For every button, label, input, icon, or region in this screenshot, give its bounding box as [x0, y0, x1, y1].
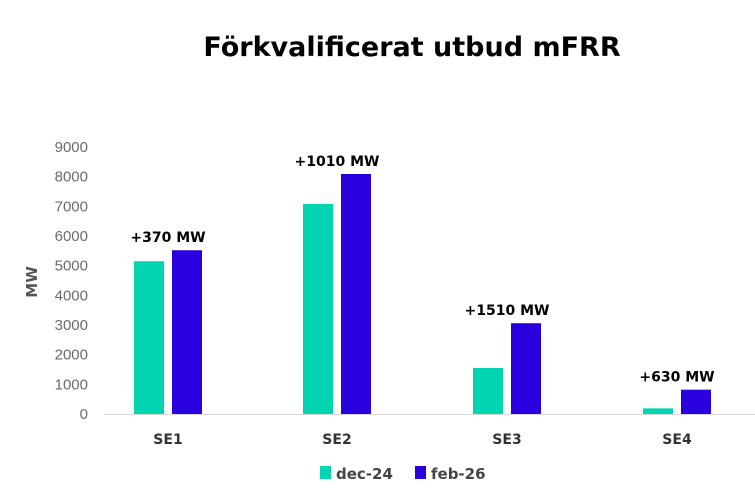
- legend-swatch-feb-26: [415, 466, 426, 479]
- y-tick-label: 9000: [55, 139, 88, 156]
- y-tick-label: 0: [80, 406, 88, 423]
- y-tick-label: 3000: [55, 317, 88, 334]
- y-tick-label: 8000: [55, 169, 88, 186]
- x-tick-label: SE4: [662, 432, 692, 448]
- y-axis-label: MW: [23, 266, 41, 298]
- bar-feb-26-SE1: [172, 250, 202, 414]
- bar-feb-26-SE3: [511, 323, 541, 414]
- legend-label: feb-26: [431, 465, 486, 483]
- bar-dec-24-SE1: [134, 261, 164, 414]
- bar-dec-24-SE2: [303, 203, 333, 414]
- x-tick-label: SE2: [322, 432, 351, 448]
- y-tick-label: 4000: [55, 287, 88, 304]
- data-label-difference: +370 MW: [130, 230, 205, 246]
- chart-title: Förkvalificerat utbud mFRR: [203, 32, 620, 63]
- legend-swatch-dec-24: [320, 466, 331, 479]
- y-tick-label: 7000: [55, 198, 88, 215]
- data-label-difference: +1510 MW: [465, 303, 550, 319]
- x-tick-label: SE3: [492, 432, 521, 448]
- data-label-difference: +630 MW: [639, 370, 714, 386]
- y-tick-label: 1000: [55, 376, 88, 393]
- y-tick-label: 2000: [55, 347, 88, 364]
- legend-label: dec-24: [336, 465, 393, 483]
- bar-feb-26-SE2: [341, 173, 371, 414]
- x-tick-label: SE1: [153, 432, 182, 448]
- bar-dec-24-SE3: [473, 368, 503, 414]
- bar-feb-26-SE4: [681, 389, 711, 414]
- data-label-difference: +1010 MW: [295, 154, 380, 170]
- y-tick-label: 6000: [55, 228, 88, 245]
- bar-dec-24-SE4: [643, 408, 673, 414]
- y-tick-label: 5000: [55, 258, 88, 275]
